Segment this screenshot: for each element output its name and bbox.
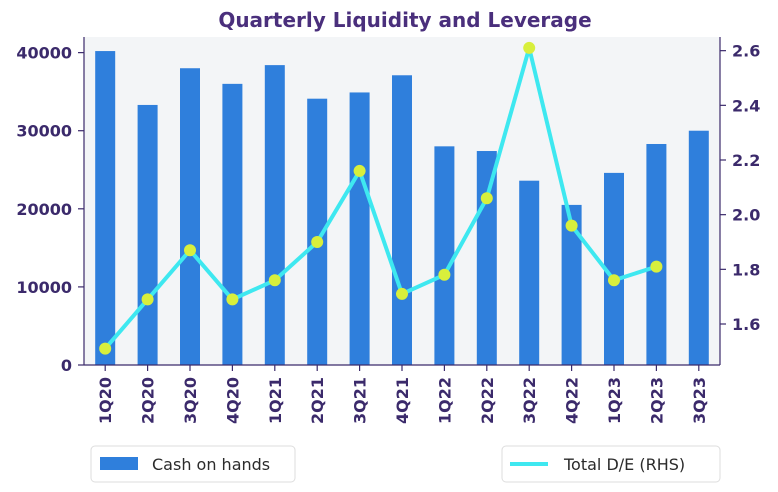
point-de-2q22 — [480, 192, 493, 205]
x-tick-label-4q22: 4Q22 — [563, 377, 582, 424]
x-tick-label-2q22: 2Q22 — [478, 377, 497, 424]
x-tick-label-2q20: 2Q20 — [139, 377, 158, 424]
bar-1q20 — [95, 51, 116, 366]
point-de-3q20 — [184, 244, 196, 257]
left-tick-label: 40000 — [16, 44, 72, 63]
x-tick-label-1q22: 1Q22 — [435, 377, 454, 424]
right-tick-label: 2.6 — [732, 42, 760, 61]
legend-line-label: Total D/E (RHS) — [563, 455, 685, 474]
point-de-1q20 — [99, 342, 112, 355]
legend-bar-frame — [90, 445, 296, 483]
bar-2q22 — [476, 151, 497, 365]
bar-3q23 — [688, 130, 709, 365]
right-tick-label: 1.6 — [732, 315, 760, 334]
bar-1q21 — [264, 65, 285, 365]
line-total-de — [103, 45, 658, 350]
legend-line-frame — [501, 445, 721, 483]
bar-3q21 — [349, 92, 370, 365]
left-tick-label: 30000 — [16, 122, 72, 141]
legend-bar-label: Cash on hands — [152, 455, 270, 474]
x-tick-label-2q23: 2Q23 — [647, 377, 666, 424]
legend-line: Total D/E (RHS) — [501, 445, 721, 483]
x-tick-label-3q20: 3Q20 — [181, 377, 200, 424]
point-de-4q20 — [226, 293, 239, 306]
point-de-2q21 — [311, 236, 324, 248]
bar-3q20 — [180, 68, 200, 365]
x-tick-label-4q21: 4Q21 — [393, 377, 412, 424]
chart-title: Quarterly Liquidity and Leverage — [218, 8, 591, 32]
x-tick-label-3q23: 3Q23 — [690, 377, 709, 424]
right-tick-label: 1.8 — [732, 260, 760, 279]
point-de-2q20 — [141, 293, 154, 306]
x-tick-label-4q20: 4Q20 — [223, 377, 242, 424]
bar-2q20 — [137, 104, 158, 365]
bar-1q22 — [434, 146, 455, 365]
bar-4q21 — [392, 75, 412, 366]
point-de-1q21 — [268, 274, 281, 287]
line-layer — [99, 41, 663, 355]
bars-layer — [95, 51, 709, 366]
bar-2q21 — [307, 98, 328, 365]
point-de-3q22 — [523, 41, 536, 54]
left-tick-label: 10000 — [16, 278, 72, 297]
left-axis: 0 10000 20000 30000 40000 — [16, 37, 85, 375]
x-tick-label-1q23: 1Q23 — [605, 377, 624, 424]
right-axis: 1.6 1.8 2.0 2.2 2.4 2.6 — [719, 37, 760, 365]
right-tick-label: 2.4 — [732, 96, 760, 115]
bar-4q20 — [222, 83, 243, 365]
left-tick-label: 20000 — [16, 200, 72, 219]
bar-4q22 — [561, 204, 582, 365]
x-tick-label-1q20: 1Q20 — [96, 377, 115, 424]
right-tick-label: 2.0 — [732, 206, 760, 225]
x-axis: 1Q20 2Q20 3Q20 4Q20 1Q21 2Q21 3Q21 4Q21 1Q22 2Q22… — [84, 364, 720, 424]
point-de-1q23 — [608, 274, 620, 287]
left-tick-label: 0 — [61, 356, 72, 375]
x-tick-label-3q22: 3Q22 — [520, 377, 539, 424]
point-de-4q22 — [565, 219, 578, 232]
x-tick-label-1q21: 1Q21 — [266, 377, 285, 424]
point-de-3q21 — [353, 164, 366, 177]
legend-bar-swatch — [100, 457, 138, 470]
bar-3q22 — [519, 180, 540, 365]
point-de-2q23 — [650, 260, 663, 273]
point-de-4q21 — [396, 287, 408, 300]
x-tick-label-3q21: 3Q21 — [351, 377, 370, 424]
legend-bar: Cash on hands — [90, 445, 296, 483]
right-tick-label: 2.2 — [732, 151, 760, 170]
x-tick-label-2q21: 2Q21 — [308, 377, 327, 424]
bar-1q23 — [604, 172, 624, 365]
point-de-1q22 — [438, 268, 451, 281]
bar-2q23 — [646, 143, 667, 365]
